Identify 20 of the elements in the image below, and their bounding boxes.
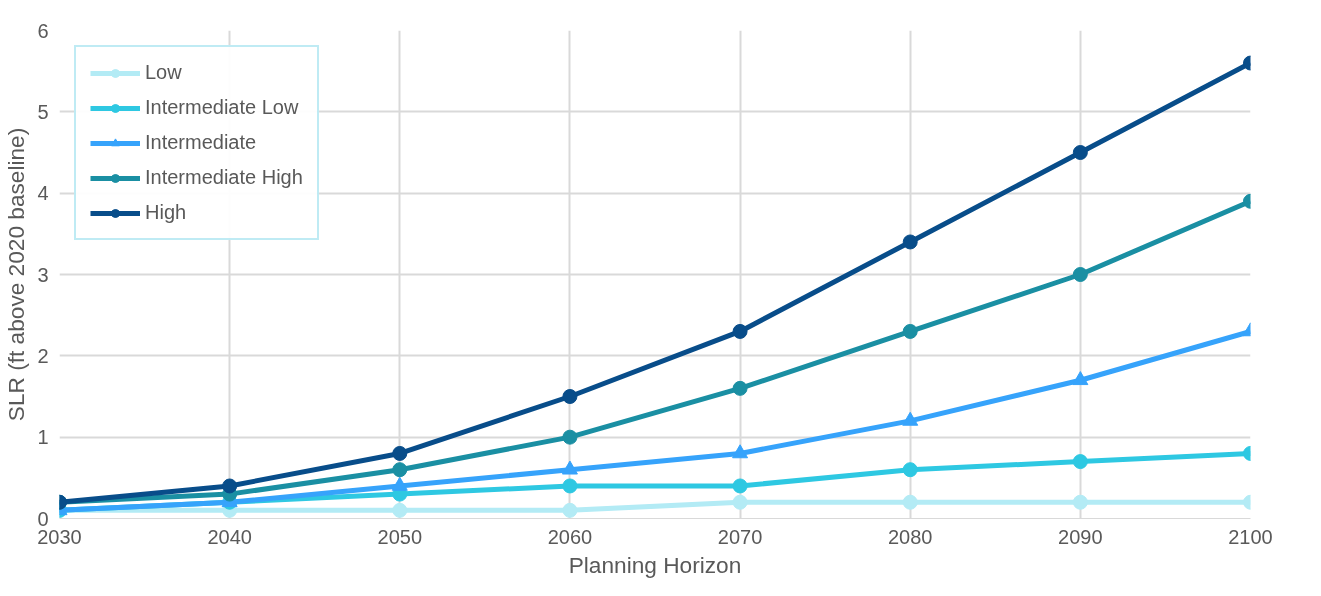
y-tick-label: 1 [37,426,49,449]
x-tick-label: 2100 [1228,525,1273,548]
x-axis-title: Planning Horizon [568,551,742,578]
y-tick-label: 4 [37,182,49,205]
x-tick-label: 2040 [207,525,252,548]
legend-label: Intermediate Low [145,96,299,119]
x-tick-label: 2060 [547,525,593,548]
legend-label: Low [145,61,182,84]
y-tick-label: 6 [37,19,49,42]
y-axis-title: SLR (ft above 2020 baseline) [3,127,30,422]
x-tick-label: 2050 [377,525,423,548]
y-tick-label: 5 [37,100,49,123]
x-tick-label: 2070 [717,525,763,548]
legend-label: Intermediate High [145,166,303,189]
x-tick-label: 2080 [887,525,933,548]
legend-label: High [145,201,187,224]
x-tick-label: 2090 [1058,525,1103,548]
legend-label: Intermediate [145,131,257,154]
y-tick-label: 2 [37,344,49,367]
y-tick-label: 3 [37,263,49,286]
